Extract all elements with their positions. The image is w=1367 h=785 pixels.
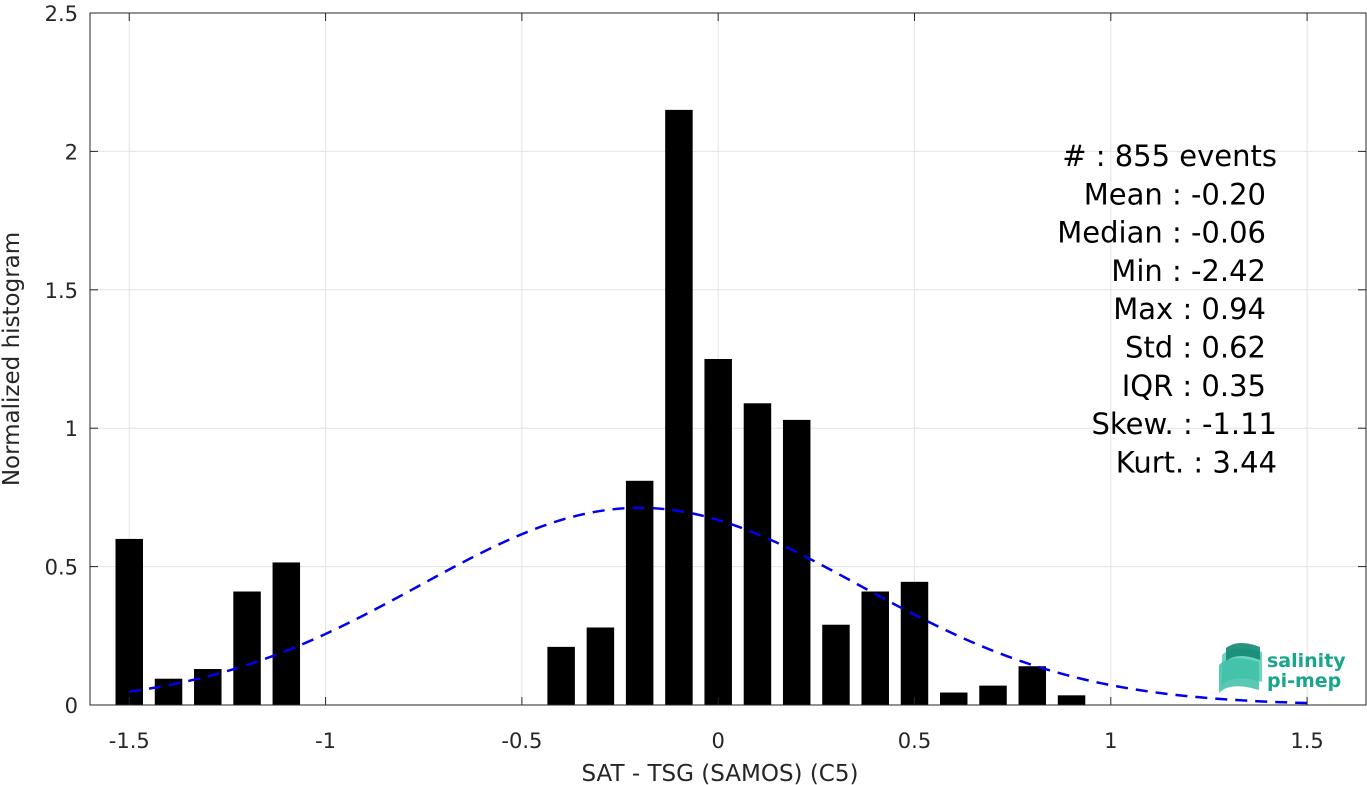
histogram-bars	[115, 109, 1086, 705]
histogram-bar	[861, 591, 889, 705]
y-tick-labels: 0 0.5 1 1.5 2 2.5	[45, 2, 78, 718]
histogram-bar	[704, 359, 732, 705]
normal-fit-curve	[129, 506, 1308, 705]
logo-text-line1: salinity	[1267, 650, 1346, 672]
stats-line: Mean : -0.20	[1084, 177, 1266, 211]
stats-line: Median : -0.06	[1057, 216, 1266, 250]
stats-line: Skew. : -1.11	[1091, 407, 1277, 441]
histogram-bar	[547, 646, 575, 705]
statistics-box: # : 855 events Mean : -0.20 Median : -0.06…	[1057, 139, 1277, 479]
x-tick-labels: -1.5 -1 -0.5 0 0.5 1 1.5	[109, 729, 1324, 753]
histogram-bar	[1057, 695, 1086, 705]
x-axis-label: SAT - TSG (SAMOS) (C5)	[582, 761, 859, 785]
y-axis-label: Normalized histogram	[0, 232, 25, 486]
histogram-bar	[782, 419, 811, 705]
histogram-bar	[625, 480, 654, 705]
axis-ticks	[90, 12, 1366, 706]
wave-logo-icon	[1219, 642, 1262, 693]
stats-line: Std : 0.62	[1125, 331, 1266, 365]
histogram-bar	[822, 624, 850, 705]
histogram-bar	[665, 109, 693, 705]
x-tick-label: -1.5	[109, 729, 150, 753]
logo-text-line2: pi-mep	[1267, 670, 1341, 692]
histogram-bar	[900, 581, 929, 705]
plot-frame	[89, 12, 1367, 706]
x-tick-label: 1	[1104, 729, 1117, 753]
x-tick-label: 1.5	[1290, 729, 1323, 753]
stats-line: # : 855 events	[1062, 139, 1277, 173]
histogram-bar	[115, 538, 144, 705]
stats-line: Max : 0.94	[1113, 292, 1266, 326]
x-tick-label: -0.5	[501, 729, 542, 753]
x-tick-label: 0.5	[898, 729, 931, 753]
histogram-bar	[586, 627, 615, 705]
stats-line: IQR : 0.35	[1122, 369, 1266, 403]
stats-line: Kurt. : 3.44	[1116, 445, 1277, 479]
histogram-bar	[272, 562, 301, 705]
histogram-bar	[979, 685, 1007, 705]
y-tick-label: 1.5	[45, 279, 78, 303]
y-tick-label: 0.5	[45, 556, 78, 580]
histogram-bar	[743, 403, 772, 705]
y-tick-label: 0	[65, 694, 78, 718]
x-tick-label: 0	[711, 729, 724, 753]
stats-line: Min : -2.42	[1111, 254, 1266, 288]
histogram-bar	[1018, 666, 1047, 705]
salinity-pimep-logo: salinity pi-mep	[1219, 642, 1346, 693]
x-tick-label: -1	[315, 729, 336, 753]
y-tick-label: 2	[65, 140, 78, 164]
y-tick-label: 1	[65, 417, 78, 441]
histogram-bar	[233, 591, 261, 705]
histogram-bar	[940, 692, 968, 705]
y-tick-label: 2.5	[45, 2, 78, 26]
